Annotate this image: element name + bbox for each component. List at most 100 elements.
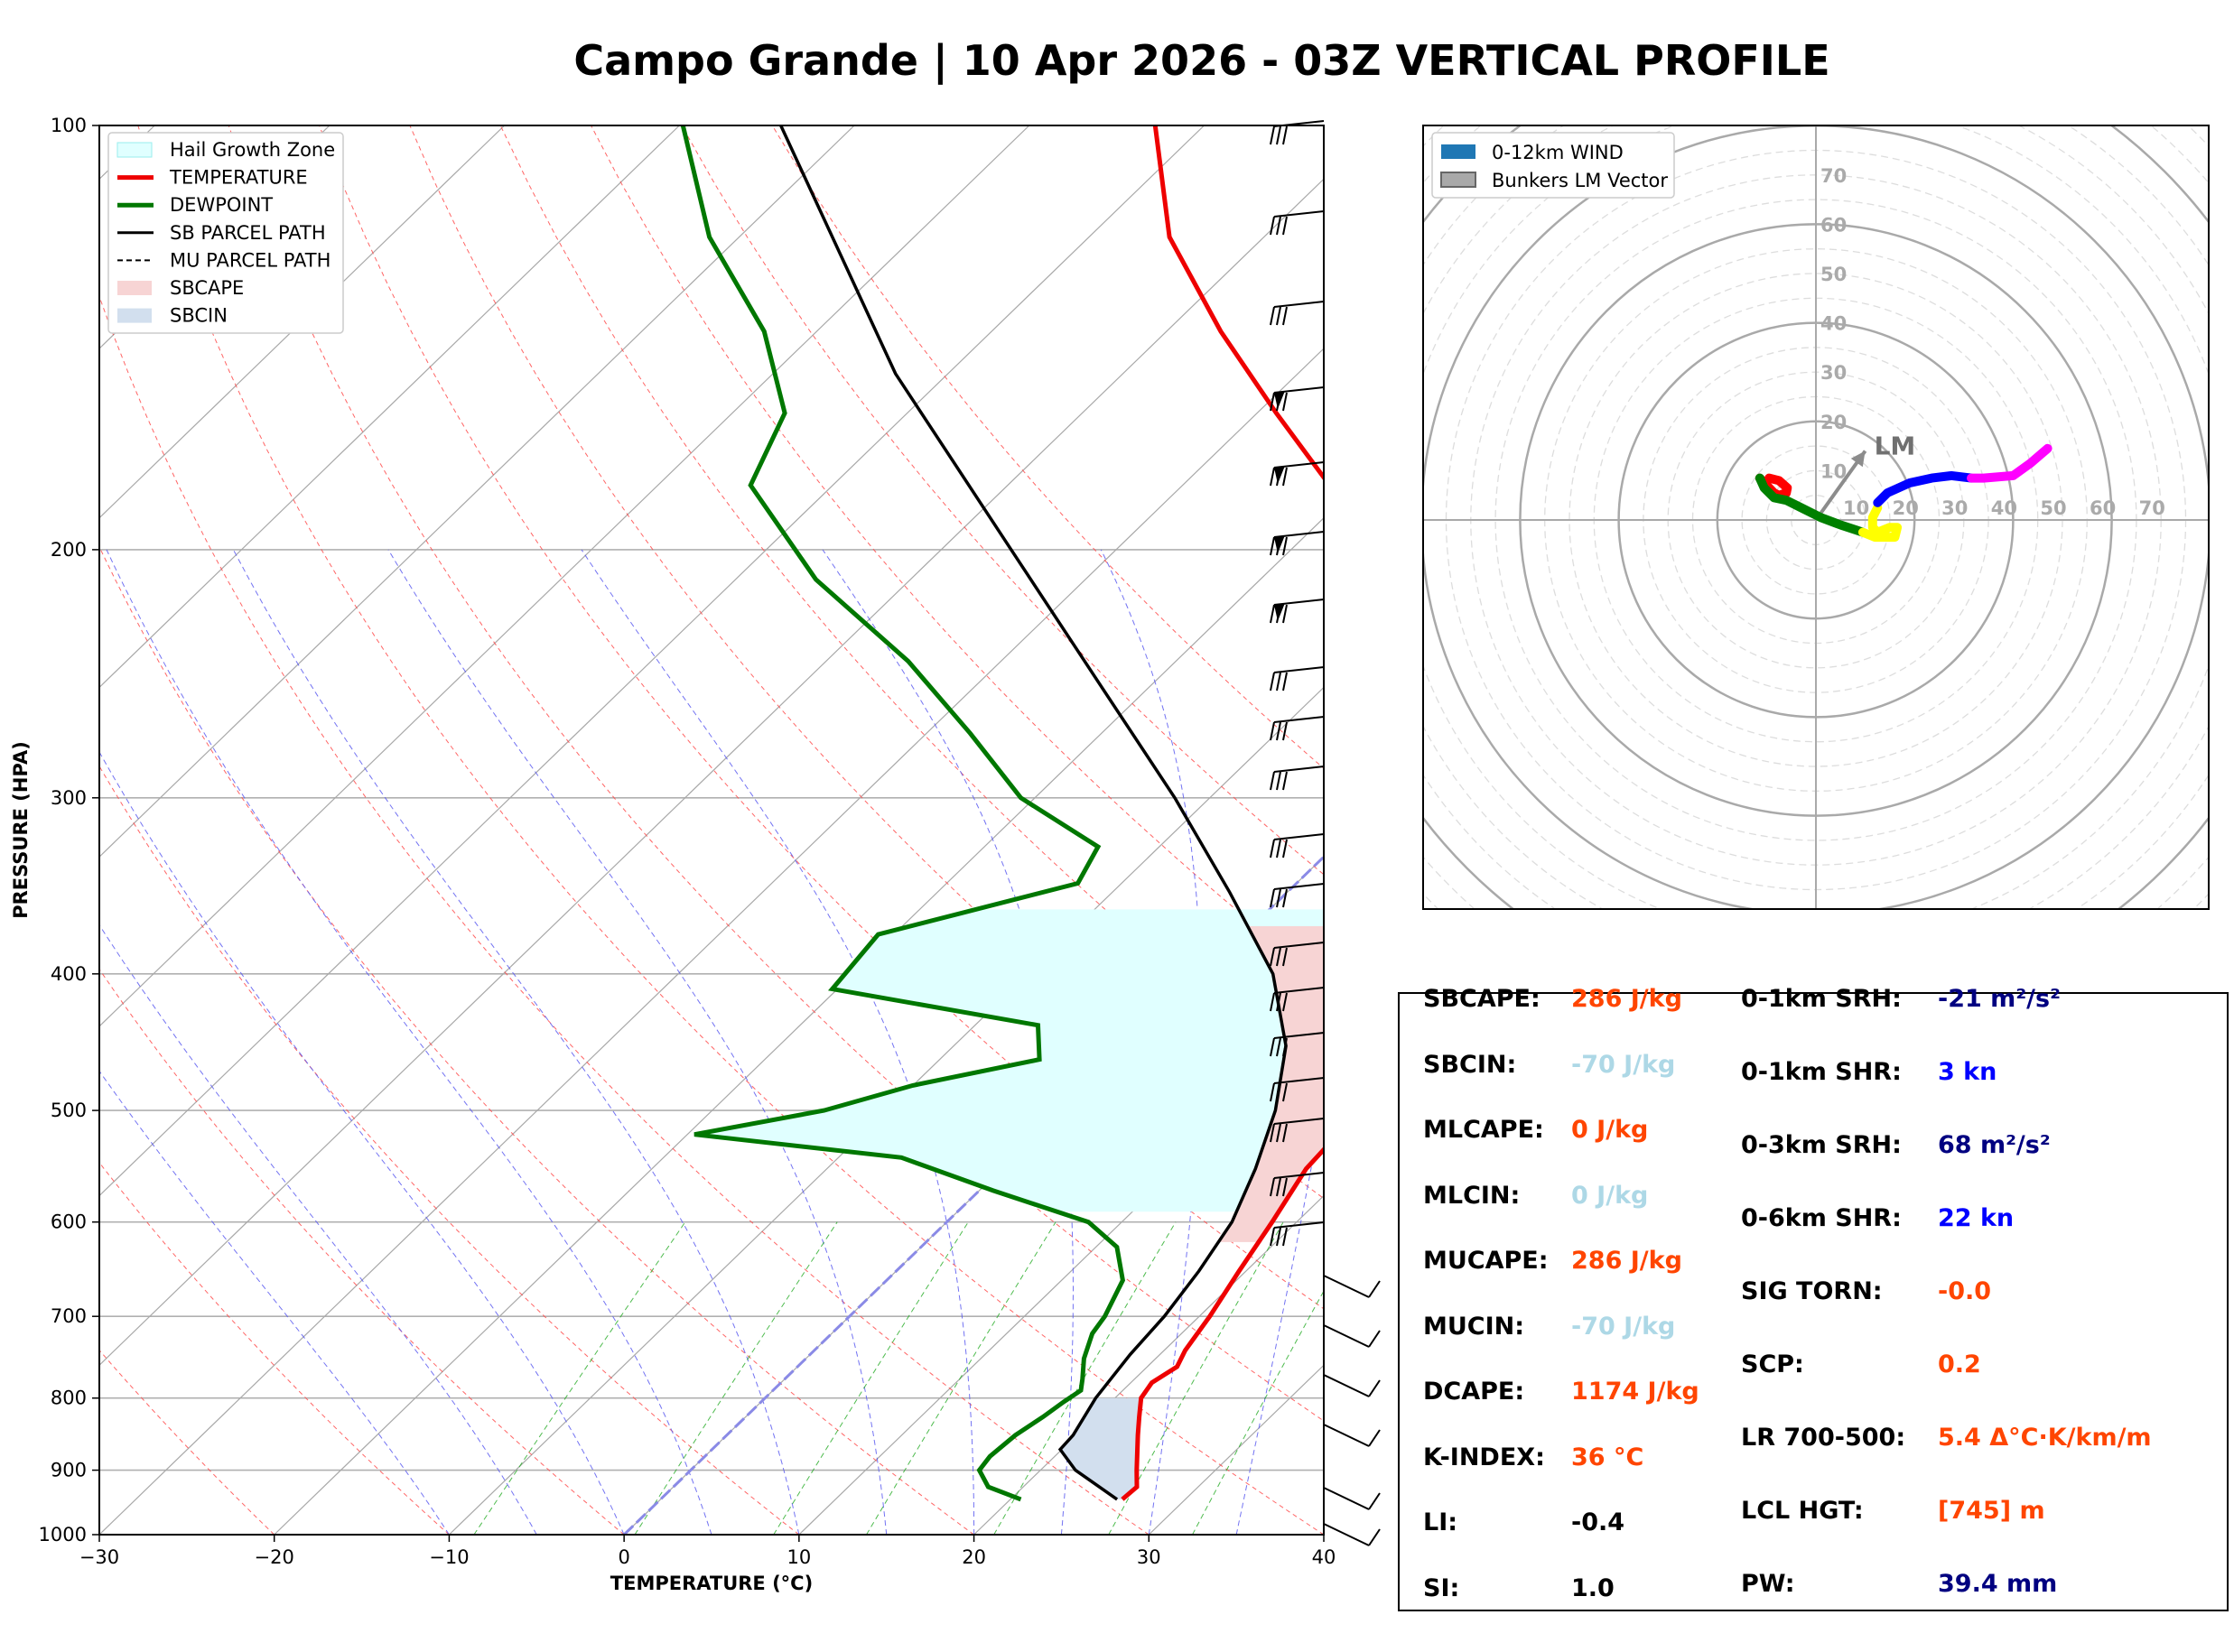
index-value: 68 m²/s²	[1938, 1131, 2051, 1159]
freezing-isotherm	[623, 855, 1324, 1535]
wind-barb	[1282, 992, 1288, 1012]
index-label: SBCIN:	[1423, 1050, 1517, 1079]
wind-barb	[1273, 1077, 1325, 1084]
wind-barb	[1282, 1123, 1288, 1143]
index-label: SBCAPE:	[1423, 985, 1541, 1013]
hodograph-tick-label: 50	[2040, 497, 2066, 519]
index-label: LI:	[1423, 1508, 1458, 1536]
hodograph-legend: 0-12km WIND Bunkers LM Vector	[1431, 132, 1675, 199]
wind-barb	[1368, 1492, 1381, 1510]
legend-entry: Bunkers LM Vector	[1492, 170, 1668, 191]
legend-entry: SB PARCEL PATH	[170, 222, 326, 244]
wind-barb	[1270, 888, 1275, 908]
x-tick-label: 20	[962, 1546, 986, 1568]
index-label: MUCIN:	[1423, 1312, 1525, 1341]
legend-swatch	[117, 308, 152, 323]
isotherm	[99, 125, 1030, 1027]
index-value: 22 kn	[1938, 1204, 2015, 1232]
dry-adiabat	[499, 125, 1324, 1091]
hodograph-tick-label: 20	[1893, 497, 1919, 519]
index-value: -70 J/kg	[1571, 1050, 1676, 1079]
hodograph-frame	[1422, 125, 2210, 910]
temperature-line	[1121, 125, 1324, 1501]
wind-barb	[1270, 947, 1275, 967]
skew-t-legend: Hail Growth Zone TEMPERATURE DEWPOINT SB PA…	[107, 132, 344, 334]
legend-frame	[107, 132, 344, 334]
wind-barb	[1276, 1227, 1281, 1247]
index-label: LCL HGT:	[1741, 1497, 1864, 1525]
mixing-ratio-line	[773, 1221, 969, 1535]
y-tick-label: 200	[51, 539, 87, 561]
hodograph-tick-label: 70	[1820, 165, 1847, 187]
legend-swatch	[116, 142, 153, 158]
wind-barb	[1273, 942, 1325, 949]
wind-barb	[1270, 1123, 1275, 1143]
legend-entry: Hail Growth Zone	[170, 139, 335, 161]
isotherm	[99, 125, 1205, 1197]
wind-barb	[1282, 1037, 1288, 1057]
index-value: 5.4 Δ°C·K/km/m	[1938, 1424, 2152, 1452]
moist-adiabat	[106, 549, 712, 1535]
moist-adiabat	[99, 751, 625, 1535]
wind-barb	[1276, 947, 1281, 967]
x-tick-label: 10	[787, 1546, 811, 1568]
wind-barb	[1273, 766, 1325, 773]
dry-adiabat	[99, 968, 625, 1535]
index-value: 286 J/kg	[1571, 1247, 1682, 1275]
isotherm	[274, 516, 1324, 1535]
index-label: 0-1km SHR:	[1741, 1058, 1902, 1086]
wind-barb	[1323, 1487, 1370, 1510]
wind-barb	[1276, 888, 1281, 908]
wind-barb	[1274, 603, 1285, 621]
wind-barb	[1273, 987, 1325, 994]
legend-entry: 0-12km WIND	[1492, 142, 1624, 163]
wind-barb	[1282, 1177, 1288, 1197]
moist-adiabat	[387, 549, 888, 1535]
wind-barb	[1276, 125, 1281, 145]
index-label: 0-3km SRH:	[1741, 1131, 1902, 1159]
hodograph-ring	[1200, 0, 2234, 1137]
index-value: 1.0	[1571, 1573, 1615, 1602]
y-axis-label: PRESSURE (HPA)	[10, 741, 32, 919]
hodograph-tick-label: 40	[1820, 313, 1847, 335]
sbcin-area	[1061, 1397, 1141, 1499]
wind-barb	[1282, 306, 1288, 326]
wind-barb	[1274, 391, 1285, 409]
wind-barb	[1282, 721, 1288, 741]
moist-adiabat	[1235, 1096, 1324, 1535]
wind-barb	[1270, 992, 1275, 1012]
wind-barb	[1270, 771, 1275, 791]
index-label: MLCAPE:	[1423, 1116, 1544, 1144]
wind-barb	[1282, 771, 1288, 791]
moist-adiabat	[822, 549, 1074, 1535]
wind-barb	[1282, 467, 1288, 487]
sb-parcel-path	[779, 125, 1288, 1501]
moist-adiabat	[99, 923, 537, 1535]
hodograph-ring	[1175, 0, 2234, 1161]
index-value: 0.2	[1938, 1350, 1981, 1378]
wind-barb	[1270, 1177, 1275, 1197]
wind-barb	[1276, 1177, 1281, 1197]
wind-barb	[1282, 947, 1288, 967]
index-value: 0 J/kg	[1571, 1116, 1649, 1144]
wind-barb	[1282, 839, 1288, 858]
wind-barb	[1323, 1374, 1370, 1397]
index-label: MUCAPE:	[1423, 1247, 1549, 1275]
wind-barb	[1282, 536, 1288, 556]
isotherm	[798, 1026, 1324, 1535]
index-label: LR 700-500:	[1741, 1424, 1906, 1452]
wind-barb	[1323, 1324, 1370, 1348]
x-tick-label: 30	[1137, 1546, 1161, 1568]
index-label: DCAPE:	[1423, 1378, 1525, 1406]
y-tick-label: 100	[51, 115, 87, 136]
hodograph-tick-label: 50	[1820, 264, 1847, 285]
hodograph: 10 10 20 20 30 30 40 40 50 50 60 60 70 70 LM	[1175, 0, 2234, 1161]
wind-barb	[1282, 125, 1288, 145]
mixing-ratio-line	[866, 1221, 1056, 1535]
wind-barb	[1276, 1037, 1281, 1057]
hodograph-tick-label: 30	[1820, 362, 1847, 384]
moist-adiabat	[581, 549, 975, 1535]
wind-barb	[1323, 1424, 1370, 1447]
hodograph-tick-label: 10	[1843, 497, 1869, 519]
